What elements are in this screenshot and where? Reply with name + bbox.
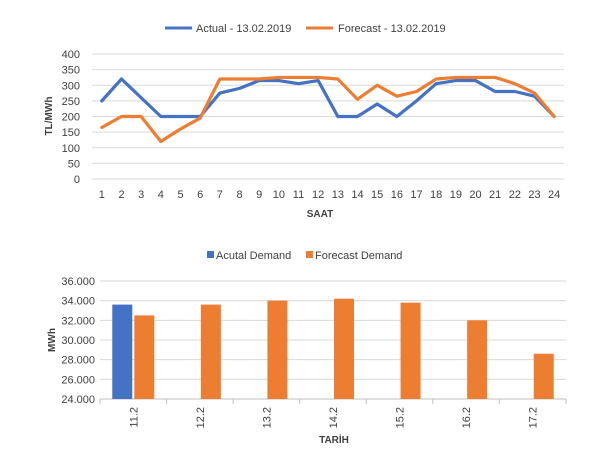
legend-actual-demand-swatch — [207, 251, 214, 258]
legend-forecast-demand-label: Forecast Demand — [315, 250, 402, 262]
line-chart-y-ticks: 0 50 100 150 200 250 300 350 400 — [62, 49, 80, 186]
legend-actual-demand-label: Acutal Demand — [216, 250, 291, 262]
line-chart-x-title: SAAT — [307, 209, 333, 220]
bar-chart-x-title: TARİH — [319, 433, 349, 446]
bar-x-tick-label: 13.2 — [261, 407, 273, 428]
line-x-tick-label: 11 — [293, 189, 304, 201]
line-x-tick-label: 3 — [138, 189, 144, 201]
bar-y-tick-label: 32.000 — [61, 315, 95, 327]
line-x-tick-label: 24 — [548, 189, 560, 201]
line-x-tick-label: 17 — [410, 189, 422, 201]
line-y-tick-label: 150 — [62, 127, 80, 139]
bar-chart-x-ticks: 11.2 12.2 13.2 14.2 15.2 16.2 17.2 — [128, 407, 539, 428]
line-y-tick-label: 350 — [62, 65, 80, 77]
legend-forecast-demand-swatch — [306, 251, 313, 258]
bar-forecast-demand — [467, 320, 488, 399]
line-x-tick-label: 15 — [371, 189, 383, 201]
bar-chart-y-title: MWh — [47, 328, 58, 352]
line-x-tick-label: 6 — [197, 189, 203, 201]
bar-x-tick-label: 14.2 — [328, 407, 340, 428]
bar-actual-demand — [112, 304, 133, 399]
line-x-tick-label: 14 — [351, 189, 363, 201]
legend-actual-label: Actual - 13.02.2019 — [196, 23, 291, 35]
line-chart-y-title: TL/MWh — [44, 97, 55, 136]
line-x-tick-label: 19 — [450, 189, 462, 201]
line-x-tick-label: 12 — [312, 189, 324, 201]
line-x-tick-label: 23 — [528, 189, 540, 201]
line-y-tick-label: 250 — [62, 96, 80, 108]
bar-forecast-demand — [334, 298, 354, 399]
line-x-tick-label: 13 — [332, 189, 344, 201]
line-chart-x-ticks: 1 2 3 4 5 6 7 8 9 10 11 12 13 14 15 16 17 18 19 20 21 22 23 24 — [99, 189, 561, 201]
bar-chart-bars — [112, 298, 554, 399]
line-y-tick-label: 400 — [62, 49, 80, 61]
line-y-tick-label: 300 — [62, 80, 80, 92]
line-series-forecast — [100, 75, 556, 144]
bar-forecast-demand — [134, 315, 155, 399]
bar-y-tick-label: 28.000 — [61, 355, 95, 367]
line-chart-series — [100, 75, 556, 144]
line-y-tick-label: 200 — [62, 112, 80, 124]
line-x-tick-label: 1 — [99, 189, 105, 201]
line-x-tick-label: 7 — [217, 189, 223, 201]
line-x-tick-label: 21 — [489, 189, 501, 201]
line-x-tick-label: 20 — [469, 189, 481, 201]
bar-chart-legend: Acutal Demand Forecast Demand — [207, 250, 402, 262]
bar-y-tick-label: 30.000 — [61, 335, 95, 347]
bar-forecast-demand — [267, 300, 288, 399]
line-x-tick-label: 4 — [158, 189, 164, 201]
bar-y-tick-label: 24.000 — [61, 394, 95, 406]
bar-forecast-demand — [400, 302, 421, 399]
bar-x-tick-label: 12.2 — [195, 407, 207, 428]
line-x-tick-label: 9 — [256, 189, 262, 201]
line-x-tick-label: 22 — [509, 189, 521, 201]
bar-y-tick-label: 26.000 — [61, 374, 95, 386]
line-y-tick-label: 100 — [62, 143, 80, 155]
bar-y-tick-label: 34.000 — [61, 296, 95, 308]
bar-chart-y-ticks: 24.000 26.000 28.000 30.000 32.000 34.000 36.0… — [61, 276, 95, 406]
line-x-tick-label: 18 — [430, 189, 442, 201]
line-chart-legend: Actual - 13.02.2019 Forecast - 13.02.201… — [165, 23, 446, 35]
line-y-tick-label: 0 — [74, 174, 80, 186]
bar-x-tick-label: 16.2 — [461, 407, 473, 428]
line-x-tick-label: 10 — [273, 189, 285, 201]
bar-chart-gridlines — [99, 280, 567, 404]
bar-y-tick-label: 36.000 — [61, 276, 95, 288]
bar-forecast-demand — [533, 353, 554, 399]
line-x-tick-label: 5 — [177, 189, 183, 201]
legend-forecast-label: Forecast - 13.02.2019 — [338, 23, 446, 35]
bar-x-tick-label: 11.2 — [128, 407, 140, 428]
line-x-tick-label: 16 — [391, 189, 403, 201]
line-x-tick-label: 2 — [118, 189, 124, 201]
line-y-tick-label: 50 — [68, 158, 80, 170]
bar-x-tick-label: 15.2 — [395, 407, 407, 428]
bar-x-tick-label: 17.2 — [528, 407, 540, 428]
line-x-tick-label: 8 — [236, 189, 242, 201]
line-series-actual — [100, 77, 556, 119]
bar-forecast-demand — [200, 304, 221, 399]
